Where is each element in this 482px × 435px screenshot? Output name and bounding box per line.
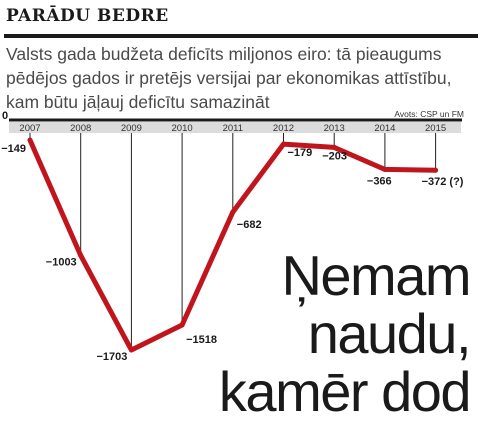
source-note: Avots: CSP un FM	[394, 109, 464, 119]
x-tick-label: 2015	[425, 123, 446, 134]
kicker: PARĀDU BEDRE	[6, 6, 169, 26]
data-point	[331, 144, 337, 150]
headline-line-2: naudu,	[307, 302, 472, 365]
headline-line-3: kamēr dod	[218, 360, 472, 423]
baseline-zero-label: 0	[2, 110, 8, 122]
data-value-label: −1003	[46, 256, 77, 268]
data-value-label: −682	[237, 219, 262, 231]
x-tick-label: 2010	[172, 123, 193, 134]
data-point	[230, 209, 236, 215]
data-point	[78, 252, 84, 258]
data-point	[433, 167, 439, 173]
x-tick-label: 2014	[374, 123, 395, 134]
headline-line-1: Ņemam	[281, 244, 471, 307]
data-value-label: −1703	[96, 351, 127, 363]
kicker-bar: PARĀDU BEDRE	[4, 4, 478, 38]
data-point	[27, 137, 33, 143]
x-tick-label: 2008	[70, 123, 91, 134]
x-tick-label: 2009	[121, 123, 142, 134]
year-band	[9, 122, 461, 133]
data-value-label: −179	[288, 147, 313, 159]
chart-subtitle: Valsts gada budžeta deficīts miljonos ei…	[6, 44, 452, 112]
data-point	[128, 347, 134, 353]
x-tick-label: 2013	[324, 123, 345, 134]
headline: Ņemam naudu, kamēr dod	[218, 244, 472, 423]
data-point	[382, 166, 388, 172]
x-tick-label: 2011	[223, 123, 243, 134]
data-point	[179, 322, 185, 328]
x-tick-label: 2007	[19, 123, 40, 134]
data-value-label: −372 (?)	[422, 176, 464, 188]
x-tick-label: 2012	[273, 123, 294, 134]
data-value-label: −366	[367, 175, 392, 187]
data-value-label: −149	[1, 143, 26, 155]
data-value-label: −203	[322, 150, 347, 162]
data-point	[281, 141, 286, 147]
data-value-label: −1518	[186, 334, 217, 346]
